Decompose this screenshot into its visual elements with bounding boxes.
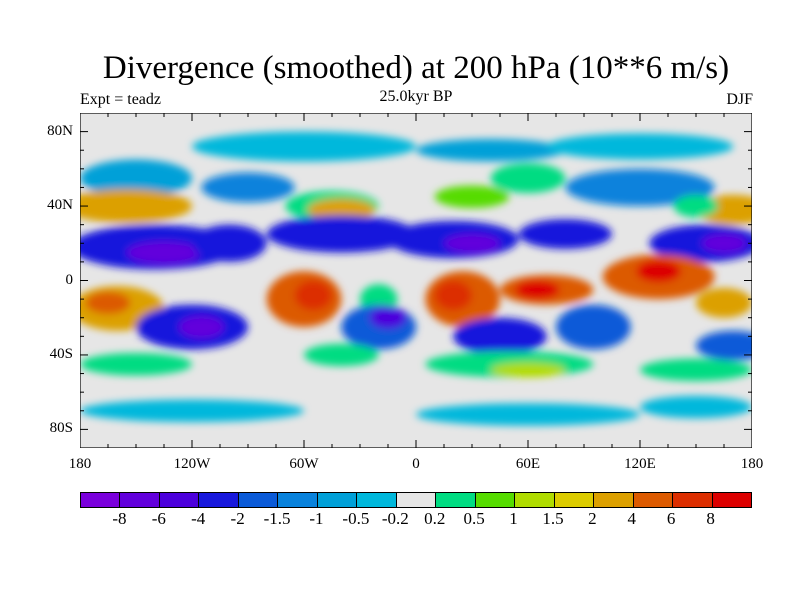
colorbar-label: 1.5	[542, 509, 564, 528]
contour-region	[490, 362, 566, 378]
contour-region	[369, 306, 407, 329]
contour-region	[490, 163, 566, 194]
contour-region	[307, 198, 375, 221]
contour-region	[416, 139, 566, 162]
colorbar-swatch	[712, 493, 751, 507]
contour-region	[546, 133, 734, 160]
y-tick-label: 40S	[49, 345, 73, 362]
contour-region	[201, 172, 295, 203]
colorbar-swatch	[357, 493, 397, 507]
colorbar-label: -6	[151, 509, 166, 528]
colorbar-label: -2	[230, 509, 245, 528]
colorbar-label: 4	[627, 509, 637, 528]
y-tick-label: 0	[65, 271, 74, 288]
experiment-label: Expt = teadz	[80, 91, 161, 108]
colorbar-label: -8	[112, 509, 127, 528]
contour-region	[518, 219, 612, 249]
contour-region	[434, 185, 510, 208]
contour-region	[178, 315, 224, 339]
colorbar	[80, 492, 752, 508]
divergence-map	[80, 113, 752, 448]
contour-region	[444, 233, 500, 253]
contour-region	[514, 280, 560, 300]
colorbar-label: 6	[666, 509, 676, 528]
colorbar-swatch	[594, 493, 634, 507]
colorbar-label: 1	[509, 509, 518, 528]
colorbar-swatch	[673, 493, 713, 507]
contour-region	[673, 194, 719, 218]
contour-region	[294, 280, 332, 311]
time-label: 25.0kyr BP	[379, 88, 453, 105]
x-tick-label: 60E	[515, 456, 541, 472]
colorbar-swatch	[317, 493, 358, 507]
colorbar-swatch	[633, 493, 674, 507]
season-label: DJF	[726, 91, 753, 108]
colorbar-swatch	[554, 493, 595, 507]
x-tick-label: 120E	[624, 456, 656, 472]
y-tick-label: 40N	[47, 197, 73, 214]
contour-region	[701, 233, 747, 253]
colorbar-swatch	[436, 493, 476, 507]
contour-region	[80, 159, 192, 197]
colorbar-swatch	[81, 493, 121, 507]
contour-region	[696, 330, 752, 361]
contour-region	[640, 358, 752, 381]
y-tick-label: 80N	[47, 122, 73, 139]
colorbar-swatch	[199, 493, 239, 507]
contour-region	[80, 399, 304, 422]
contour-region	[80, 189, 192, 223]
x-tick-label: 180	[68, 456, 92, 472]
colorbar-label: -1	[309, 509, 324, 528]
y-tick-label: 80S	[49, 420, 73, 437]
colorbar-label: -0.2	[381, 509, 409, 528]
contour-region	[696, 287, 752, 318]
colorbar-swatch	[278, 493, 318, 507]
x-tick-label: 180	[740, 456, 764, 472]
contour-region	[85, 291, 131, 314]
x-tick-label: 120W	[173, 456, 211, 472]
contour-region	[304, 343, 379, 367]
colorbar-label: -1.5	[263, 509, 291, 528]
colorbar-label: 8	[706, 509, 715, 528]
colorbar-label: -4	[191, 509, 206, 528]
colorbar-swatch	[238, 493, 279, 507]
contour-region	[266, 215, 416, 253]
contour-region	[565, 168, 715, 207]
colorbar-swatch	[475, 493, 516, 507]
colorbar-label: 2	[588, 509, 597, 528]
plot-title: Divergence (smoothed) at 200 hPa (10**6 …	[102, 50, 730, 86]
contour-region	[80, 353, 192, 376]
colorbar-swatch	[120, 493, 160, 507]
contour-region	[636, 260, 682, 283]
colorbar-label: 0.2	[424, 509, 446, 528]
contour-region	[453, 317, 547, 355]
colorbar-swatch	[515, 493, 555, 507]
contour-region	[192, 224, 267, 262]
x-tick-label: 0	[412, 456, 420, 472]
contour-region	[649, 224, 752, 262]
contour-region	[640, 395, 752, 419]
contour-region	[192, 131, 416, 162]
colorbar-swatch	[159, 493, 200, 507]
colorbar-label: -0.5	[342, 509, 370, 528]
colorbar-swatch	[396, 493, 437, 507]
contour-region	[556, 304, 631, 350]
contour-region	[416, 403, 640, 426]
colorbar-label: 0.5	[463, 509, 485, 528]
x-tick-label: 60W	[289, 456, 319, 472]
contour-region	[126, 241, 202, 264]
contour-region	[434, 280, 473, 311]
